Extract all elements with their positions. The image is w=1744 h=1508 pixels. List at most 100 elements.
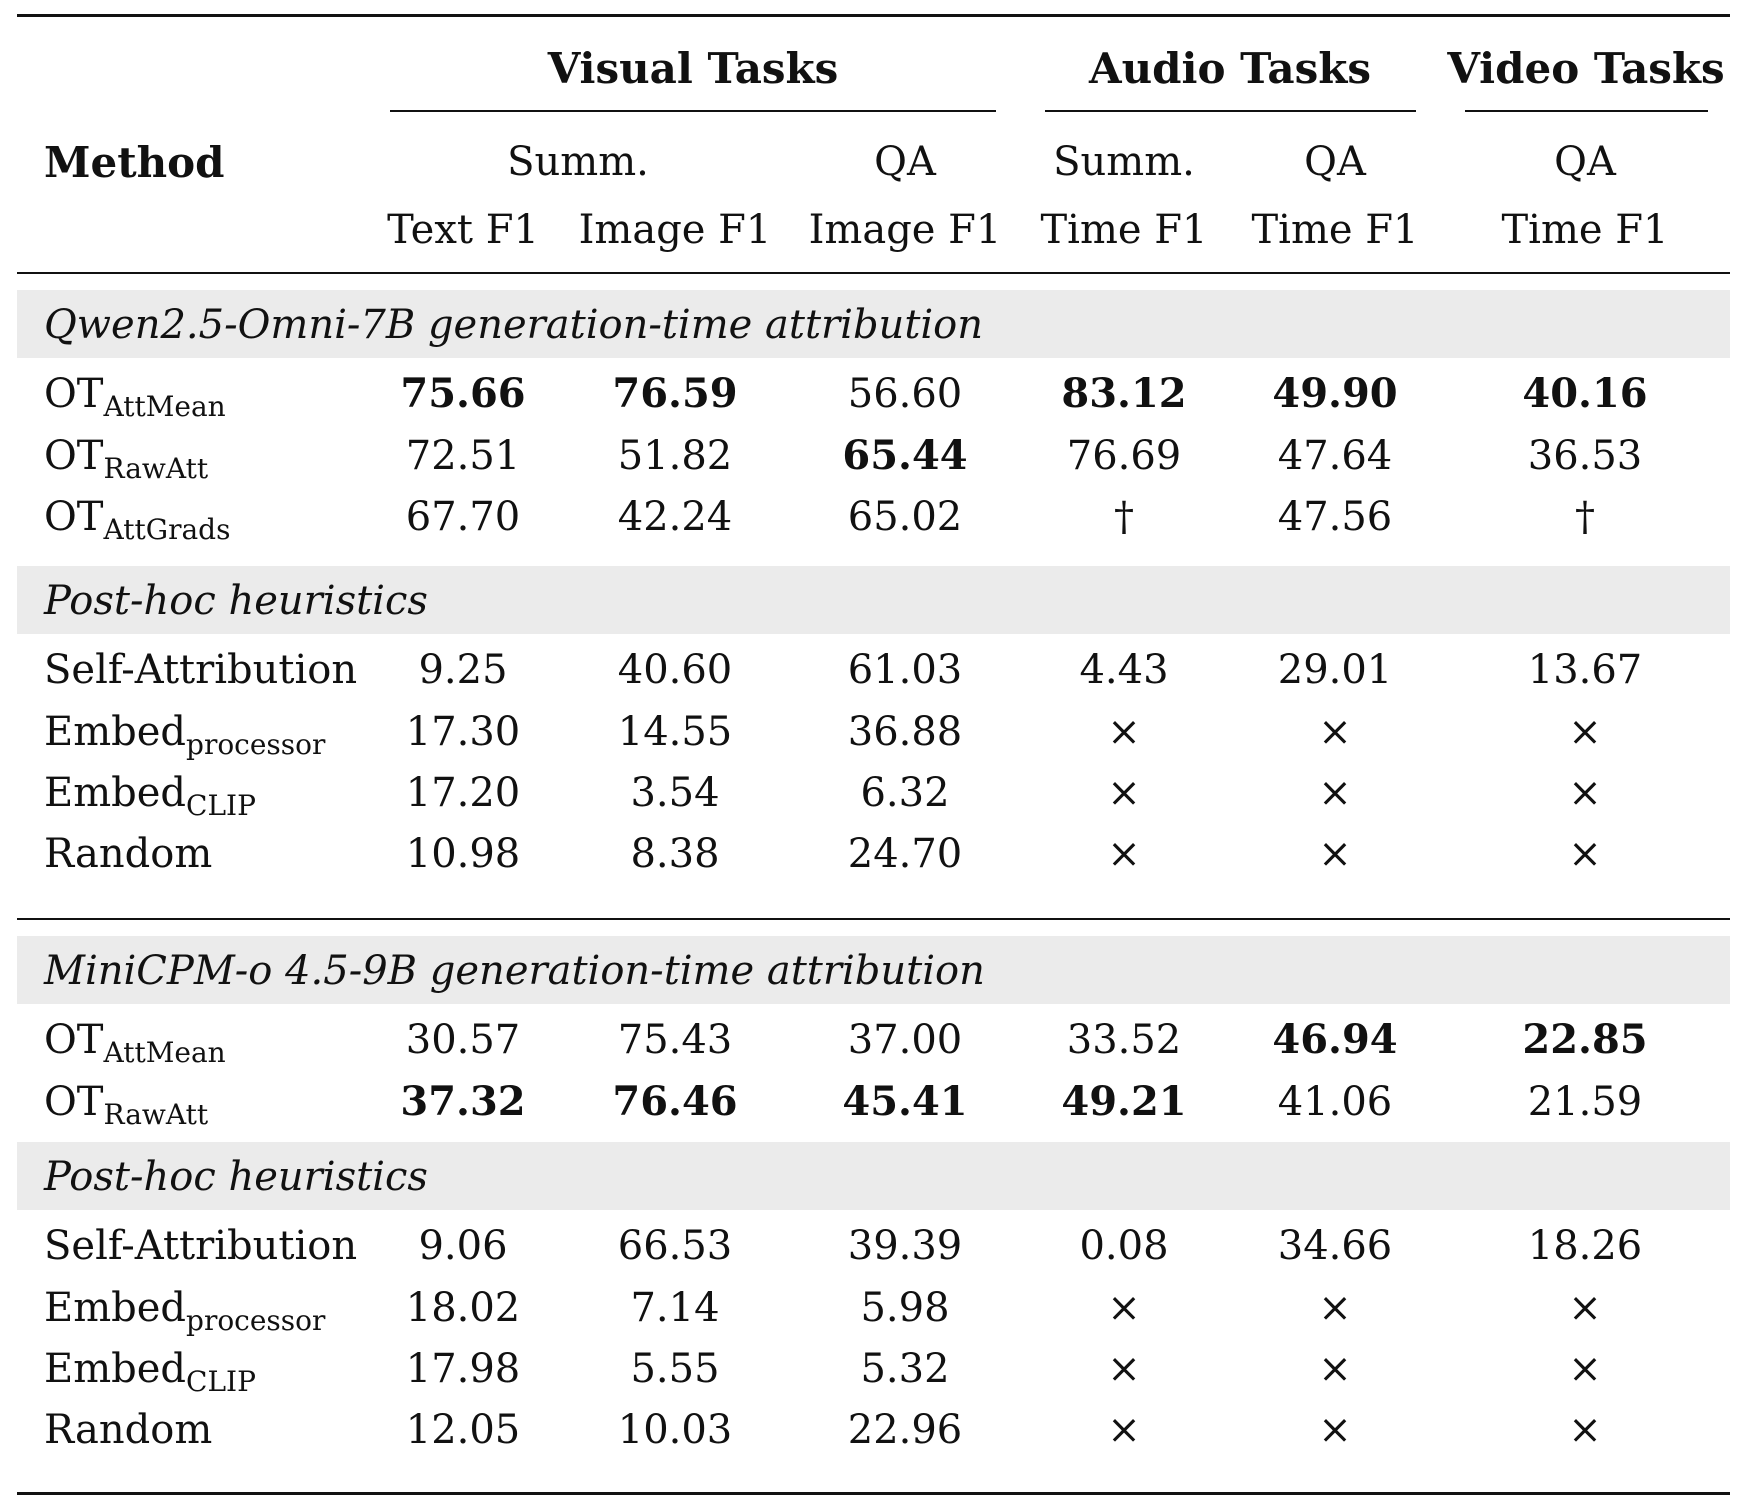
table-cell: 47.56 bbox=[1277, 494, 1393, 540]
method-base: Random bbox=[44, 831, 213, 877]
section-title: MiniCPM-o 4.5-9B generation-time attribu… bbox=[44, 948, 985, 994]
table-cell: 39.39 bbox=[847, 1223, 963, 1269]
table-cell: 17.30 bbox=[405, 709, 521, 755]
table-cell: 65.44 bbox=[842, 432, 968, 479]
method-base: OT bbox=[44, 371, 104, 417]
task-header: QA bbox=[1554, 139, 1616, 185]
table-cell: 51.82 bbox=[617, 433, 733, 479]
table-cell: 76.69 bbox=[1066, 433, 1182, 479]
table-cell: 10.98 bbox=[405, 831, 521, 877]
table-cell: 37.32 bbox=[400, 1078, 526, 1125]
table-cell: × bbox=[1568, 1346, 1602, 1392]
table-cell: 3.54 bbox=[630, 770, 720, 816]
table-cell: 75.43 bbox=[617, 1017, 733, 1063]
table-cell: 22.96 bbox=[847, 1407, 963, 1453]
table-cell: × bbox=[1107, 1285, 1141, 1331]
table-cell: 76.59 bbox=[612, 370, 738, 417]
method-base: OT bbox=[44, 1017, 104, 1063]
table-cell: × bbox=[1568, 770, 1602, 816]
table-cell: 75.66 bbox=[400, 370, 526, 417]
section-title: Qwen2.5-Omni-7B generation-time attribut… bbox=[44, 302, 984, 348]
table-cell: × bbox=[1318, 1285, 1352, 1331]
table-cell: 33.52 bbox=[1066, 1017, 1182, 1063]
table-cell: × bbox=[1318, 770, 1352, 816]
table-cell: † bbox=[1114, 494, 1134, 540]
audio-group-rule bbox=[1045, 110, 1416, 112]
method-base: OT bbox=[44, 1079, 104, 1125]
table-cell: 4.43 bbox=[1079, 647, 1169, 693]
table-cell: 29.01 bbox=[1277, 647, 1393, 693]
table-cell: 67.70 bbox=[405, 494, 521, 540]
section-title: Post-hoc heuristics bbox=[44, 1154, 428, 1200]
method-base: Self-Attribution bbox=[44, 647, 358, 693]
method-name: Random bbox=[44, 834, 212, 874]
table-cell: 5.98 bbox=[860, 1285, 950, 1331]
table-cell: 6.32 bbox=[860, 770, 950, 816]
bottom-rule bbox=[17, 1492, 1730, 1495]
mid-rule bbox=[17, 918, 1730, 920]
table-cell: 21.59 bbox=[1527, 1079, 1643, 1125]
table-cell: 5.55 bbox=[630, 1346, 720, 1392]
table-cell: 22.85 bbox=[1522, 1016, 1648, 1063]
metric-header: Time F1 bbox=[1251, 207, 1419, 253]
table-cell: 30.57 bbox=[405, 1017, 521, 1063]
table-cell: × bbox=[1318, 1407, 1352, 1453]
table-cell: 18.26 bbox=[1527, 1223, 1643, 1269]
table-cell: × bbox=[1107, 1407, 1141, 1453]
task-header: Summ. bbox=[507, 139, 649, 185]
table-cell: 37.00 bbox=[847, 1017, 963, 1063]
method-name: OTAttGrads bbox=[44, 497, 230, 544]
method-base: Embed bbox=[44, 709, 187, 755]
table-cell: 76.46 bbox=[612, 1078, 738, 1125]
method-name: EmbedCLIP bbox=[44, 1346, 256, 1396]
metric-header: Time F1 bbox=[1040, 207, 1208, 253]
section-band bbox=[17, 566, 1730, 634]
method-name: Self-Attribution bbox=[44, 1226, 357, 1266]
table-cell: 49.21 bbox=[1061, 1078, 1187, 1125]
table-cell: 45.41 bbox=[842, 1078, 968, 1125]
table-cell: 41.06 bbox=[1277, 1079, 1393, 1125]
table-cell: 66.53 bbox=[617, 1223, 733, 1269]
table-cell: 47.64 bbox=[1277, 433, 1393, 479]
table-cell: × bbox=[1318, 709, 1352, 755]
table-cell: 34.66 bbox=[1277, 1223, 1393, 1269]
method-base: OT bbox=[44, 433, 104, 479]
table-cell: 36.53 bbox=[1527, 433, 1643, 479]
method-name: Self-Attribution bbox=[44, 650, 357, 690]
table-cell: 40.60 bbox=[617, 647, 733, 693]
table-cell: 8.38 bbox=[630, 831, 720, 877]
table-cell: 40.16 bbox=[1522, 370, 1648, 417]
method-subscript: AttMean bbox=[103, 390, 226, 423]
table-cell: 61.03 bbox=[847, 647, 963, 693]
method-subscript: AttGrads bbox=[103, 513, 231, 546]
table-cell: 72.51 bbox=[405, 433, 521, 479]
method-subscript: RawAtt bbox=[103, 1098, 209, 1131]
section-band bbox=[17, 290, 1730, 358]
method-name: OTAttMean bbox=[44, 371, 226, 421]
table-cell: 24.70 bbox=[847, 831, 963, 877]
method-name: OTRawAtt bbox=[44, 1079, 208, 1129]
task-header: QA bbox=[874, 139, 936, 185]
method-base: Self-Attribution bbox=[44, 1223, 358, 1269]
table-cell: † bbox=[1575, 494, 1595, 540]
table-cell: × bbox=[1568, 831, 1602, 877]
table-cell: 17.20 bbox=[405, 770, 521, 816]
table-cell: × bbox=[1568, 1407, 1602, 1453]
visual-group-rule bbox=[390, 110, 996, 112]
method-name: EmbedCLIP bbox=[44, 770, 256, 820]
video-group-rule bbox=[1465, 110, 1708, 112]
table-cell: × bbox=[1107, 709, 1141, 755]
group-header-visual: Visual Tasks bbox=[547, 44, 839, 93]
task-header: Summ. bbox=[1053, 139, 1195, 185]
table-cell: × bbox=[1568, 709, 1602, 755]
table-cell: 14.55 bbox=[617, 709, 733, 755]
table-cell: 5.32 bbox=[860, 1346, 950, 1392]
method-base: Embed bbox=[44, 770, 187, 816]
task-header: QA bbox=[1304, 139, 1366, 185]
metric-header: Text F1 bbox=[387, 207, 539, 253]
metric-header: Image F1 bbox=[808, 207, 1002, 253]
method-subscript: AttMean bbox=[103, 1036, 226, 1069]
method-base: Embed bbox=[44, 1346, 187, 1392]
method-name: OTAttMean bbox=[44, 1017, 226, 1067]
